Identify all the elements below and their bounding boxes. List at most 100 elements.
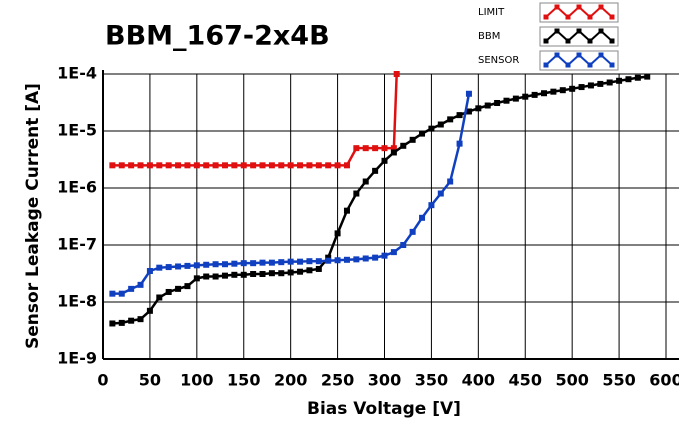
marker <box>484 102 491 109</box>
marker <box>362 145 369 152</box>
marker <box>287 162 294 169</box>
marker <box>625 76 632 83</box>
marker <box>231 271 238 278</box>
marker <box>353 256 360 263</box>
marker <box>343 162 350 169</box>
marker <box>193 275 200 282</box>
marker <box>175 285 182 292</box>
legend-marker <box>565 62 571 68</box>
marker <box>325 257 332 264</box>
legend-marker <box>554 52 560 58</box>
marker <box>447 178 454 185</box>
marker <box>165 288 172 295</box>
marker <box>353 190 360 197</box>
marker <box>146 162 153 169</box>
marker <box>306 162 313 169</box>
marker <box>268 162 275 169</box>
marker <box>278 270 285 277</box>
marker <box>494 99 501 106</box>
marker <box>447 116 454 123</box>
x-tick-label: 200 <box>274 371 307 390</box>
y-tick-label: 1E-5 <box>57 121 97 140</box>
marker <box>278 259 285 266</box>
marker <box>343 207 350 214</box>
marker <box>381 157 388 164</box>
marker <box>175 162 182 169</box>
x-tick-label: 0 <box>97 371 108 390</box>
marker <box>634 74 641 81</box>
marker <box>512 95 519 102</box>
marker <box>240 271 247 278</box>
legend-marker <box>565 38 571 44</box>
marker <box>393 71 400 77</box>
marker <box>531 91 538 98</box>
marker <box>109 162 116 169</box>
marker <box>559 87 566 94</box>
marker <box>212 273 219 280</box>
legend-marker <box>554 28 560 34</box>
marker <box>616 77 623 84</box>
marker <box>644 73 651 80</box>
marker <box>156 294 163 301</box>
marker <box>334 257 341 264</box>
legend-marker <box>587 14 593 20</box>
plot-layer <box>109 71 651 327</box>
marker <box>503 97 510 104</box>
x-tick-label: 300 <box>368 371 401 390</box>
marker <box>306 267 313 274</box>
marker <box>128 317 135 324</box>
marker <box>137 316 144 323</box>
marker <box>400 142 407 149</box>
x-tick-label: 600 <box>649 371 679 390</box>
legend-marker <box>587 38 593 44</box>
marker <box>184 262 191 269</box>
plot-area <box>103 74 679 359</box>
marker <box>128 162 135 169</box>
marker <box>212 162 219 169</box>
y-tick-label: 1E-7 <box>57 235 97 254</box>
marker <box>587 82 594 89</box>
marker <box>175 263 182 270</box>
marker <box>306 258 313 265</box>
marker <box>550 88 557 95</box>
marker <box>400 242 407 248</box>
marker <box>409 228 416 235</box>
marker <box>109 290 116 297</box>
marker <box>334 162 341 169</box>
marker <box>297 268 304 275</box>
marker <box>287 269 294 276</box>
legend-label: SENSOR <box>478 55 519 66</box>
marker <box>118 319 125 326</box>
marker <box>118 162 125 169</box>
y-tick-label: 1E-4 <box>57 64 97 83</box>
marker <box>456 140 463 147</box>
legend-label: BBM <box>478 31 500 42</box>
marker <box>137 162 144 169</box>
legend-marker <box>609 14 615 20</box>
x-tick-label: 450 <box>509 371 542 390</box>
marker <box>240 162 247 169</box>
marker <box>381 145 388 152</box>
marker <box>146 307 153 314</box>
legend-marker <box>576 52 582 58</box>
marker <box>325 162 332 169</box>
marker <box>372 254 379 261</box>
marker <box>409 136 416 143</box>
marker <box>353 145 360 152</box>
x-tick-label: 100 <box>180 371 213 390</box>
marker <box>221 272 228 279</box>
marker <box>259 270 266 277</box>
marker <box>231 162 238 169</box>
marker <box>221 261 228 268</box>
legend-marker <box>576 4 582 10</box>
legend-marker <box>587 62 593 68</box>
marker <box>297 162 304 169</box>
marker <box>428 125 435 132</box>
marker <box>221 162 228 169</box>
marker <box>203 273 210 280</box>
y-tick-label: 1E-8 <box>57 292 97 311</box>
legend-marker <box>598 4 604 10</box>
marker <box>146 267 153 274</box>
y-tick-label: 1E-9 <box>57 349 97 368</box>
